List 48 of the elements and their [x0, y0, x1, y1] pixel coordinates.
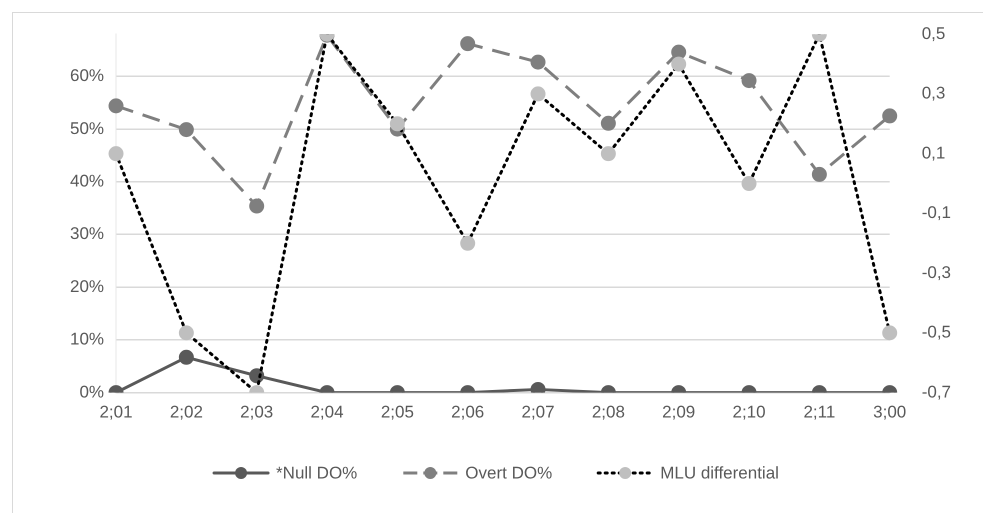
point — [108, 98, 124, 114]
point — [460, 236, 476, 251]
legend-label: Overt DO% — [465, 464, 552, 483]
x-tick-label: 2;01 — [99, 402, 133, 422]
point — [882, 108, 898, 124]
y2-tick-label: -0,3 — [922, 262, 952, 282]
x-tick-label: 2;05 — [380, 402, 414, 422]
y-tick-label: 50% — [70, 118, 104, 138]
y2-tick-label: 0,5 — [922, 24, 946, 43]
x-tick-label: 2;09 — [662, 402, 696, 422]
point — [882, 325, 898, 340]
point — [178, 122, 194, 138]
x-tick-label: 2;11 — [803, 402, 836, 422]
point — [178, 325, 194, 340]
point — [249, 198, 264, 214]
x-tick-label: 2;08 — [592, 402, 625, 422]
point — [742, 73, 757, 88]
point — [812, 166, 827, 182]
y2-tick-label: -0,7 — [922, 382, 952, 402]
legend-label: *Null DO% — [276, 464, 358, 483]
x-tick-label: 2;07 — [521, 402, 555, 422]
y2-tick-label: -0,1 — [922, 203, 952, 222]
x-tick-label: 2;04 — [310, 402, 344, 422]
x-tick-label: 2;06 — [451, 402, 484, 422]
point — [108, 146, 124, 162]
point — [530, 86, 546, 102]
point — [600, 116, 616, 131]
point — [530, 54, 546, 70]
y-tick-label: 0% — [79, 382, 104, 402]
legend-label: MLU differential — [660, 464, 779, 483]
y-tick-label: 40% — [70, 171, 104, 190]
point — [390, 116, 405, 132]
point — [671, 44, 686, 60]
x-tick-label: 2;10 — [732, 402, 766, 422]
y-tick-label: 20% — [70, 276, 104, 296]
y-tick-label: 30% — [70, 224, 104, 244]
point — [460, 36, 476, 52]
point — [671, 56, 686, 72]
x-tick-label: 2;03 — [240, 402, 274, 422]
x-tick-label: 3;00 — [873, 402, 906, 422]
point — [600, 146, 616, 162]
x-tick-label: 2;02 — [170, 402, 203, 422]
y-tick-label: 60% — [70, 66, 104, 86]
point — [742, 176, 757, 192]
y2-tick-label: 0,1 — [922, 143, 946, 162]
y-tick-label: 10% — [70, 330, 104, 349]
y2-tick-label: -0,5 — [922, 322, 952, 342]
y2-tick-label: 0,3 — [922, 84, 946, 103]
